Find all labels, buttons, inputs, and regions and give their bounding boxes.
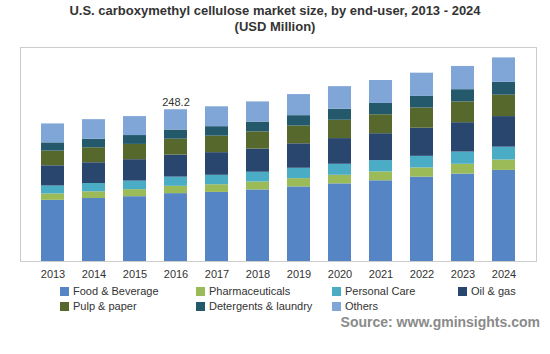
svg-text:2015: 2015 [123, 268, 147, 280]
html-text:Oil & gas: Oil & gas [471, 285, 516, 297]
html-text:Source: www.gminsights.com: Source: www.gminsights.com [340, 314, 540, 330]
svg-text:2023: 2023 [451, 268, 475, 280]
svg-text:2014: 2014 [82, 268, 106, 280]
svg-text:2020: 2020 [328, 268, 352, 280]
html-text:Food & Beverage: Food & Beverage [73, 285, 159, 297]
html-text:Personal Care: Personal Care [345, 285, 416, 297]
svg-text:2016: 2016 [164, 268, 188, 280]
svg-text:2013: 2013 [41, 268, 65, 280]
svg-text:2018: 2018 [246, 268, 270, 280]
svg-text:2021: 2021 [369, 268, 393, 280]
html-text:Others: Others [345, 300, 378, 312]
svg-text:2017: 2017 [205, 268, 229, 280]
svg-text:248.2: 248.2 [162, 96, 190, 108]
html-text:Pulp & paper: Pulp & paper [73, 300, 137, 312]
html-text:Detergents & laundry: Detergents & laundry [209, 300, 313, 312]
html-text:Pharmaceuticals: Pharmaceuticals [209, 285, 291, 297]
svg-text:2024: 2024 [492, 268, 516, 280]
html-text:U.S. carboxymethyl cellulose m: U.S. carboxymethyl cellulose market size… [69, 3, 481, 18]
svg-text:2019: 2019 [287, 268, 311, 280]
svg-text:2022: 2022 [410, 268, 434, 280]
html-text:(USD Million): (USD Million) [234, 19, 316, 34]
